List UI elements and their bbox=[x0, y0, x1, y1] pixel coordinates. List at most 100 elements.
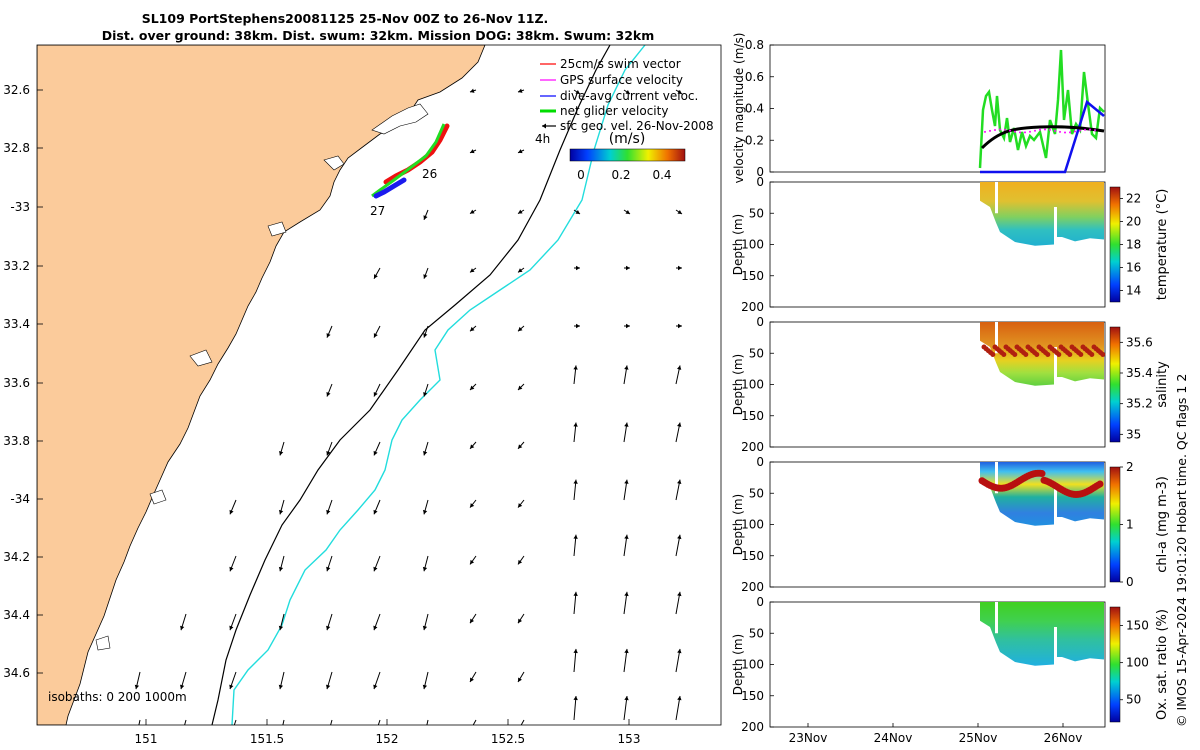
legend-entry-gps: GPS surface velocity bbox=[540, 73, 683, 87]
salinity-max-point bbox=[1012, 352, 1018, 357]
geo-velocity-arrow bbox=[675, 479, 682, 501]
legend-entry-swim: 25cm/s swim vector bbox=[540, 57, 681, 71]
geo-velocity-arrow bbox=[423, 209, 429, 221]
velocity-gps-point bbox=[1039, 128, 1041, 131]
geo-velocity-arrow bbox=[573, 591, 578, 615]
geo-velocity-arrow bbox=[517, 671, 525, 683]
salinity-max-point bbox=[1056, 352, 1062, 357]
geo-velocity-arrow bbox=[675, 534, 682, 557]
land-mass bbox=[37, 45, 486, 725]
geo-velocity-arrow bbox=[676, 323, 682, 329]
speed-colorbar-tick: 0.4 bbox=[652, 168, 671, 182]
velocity-gps-point bbox=[1029, 130, 1031, 133]
depth-tick-label: 100 bbox=[741, 238, 764, 252]
colorbar-salinity bbox=[1109, 326, 1121, 443]
velocity-gps-point bbox=[1024, 131, 1026, 134]
velocity-y-tick-label: 0.4 bbox=[745, 102, 764, 116]
map-y-tick-label: 33.4 bbox=[3, 317, 30, 331]
geo-velocity-arrow bbox=[373, 499, 381, 515]
geo-velocity-arrow bbox=[675, 591, 682, 615]
depth-tick-label: 100 bbox=[741, 658, 764, 672]
geo-velocity-arrow bbox=[623, 365, 629, 385]
geo-velocity-arrow bbox=[573, 695, 578, 721]
depth-tick-label: 0 bbox=[756, 315, 764, 329]
estuary bbox=[95, 635, 111, 651]
colorbar-label-chla: chl-a (mg m-3) bbox=[1155, 476, 1170, 573]
depth-tick-label: 200 bbox=[741, 440, 764, 454]
profile-gap bbox=[995, 322, 998, 354]
colorbar-tick-label: 1 bbox=[1126, 518, 1134, 532]
map-y-tick-label: -33 bbox=[10, 200, 30, 214]
geo-velocity-arrow bbox=[623, 648, 629, 673]
map-y-ticks: 32.6 32.8 -33 33.2 33.4 33.6 33.8 -34 34.2 34.4 34… bbox=[3, 83, 43, 680]
depth-axis-label: Depth (m) bbox=[731, 214, 745, 275]
map-x-tick-label: 153 bbox=[618, 732, 641, 746]
geo-velocity-arrow bbox=[469, 499, 477, 508]
svg-text:sfc geo. vel. 26-Nov-2008: sfc geo. vel. 26-Nov-2008 bbox=[560, 119, 714, 133]
geo-velocity-arrow bbox=[573, 422, 578, 443]
salinity-max-point bbox=[1023, 352, 1029, 357]
svg-text:dive-avg current veloc.: dive-avg current veloc. bbox=[560, 89, 698, 103]
velocity-gps-point bbox=[1014, 130, 1016, 133]
profile-panel-chla: 0 50 100 150 200 Depth (m) 0 1 2 chl-a (mg m-3) bbox=[731, 455, 1170, 594]
geo-velocity-arrow bbox=[469, 671, 477, 683]
geo-velocity-arrow bbox=[624, 323, 630, 329]
colorbar-label-temperature: temperature (°C) bbox=[1155, 189, 1170, 301]
salinity-max-point bbox=[1078, 352, 1084, 357]
geo-velocity-arrow bbox=[184, 719, 187, 725]
depth-tick-label: 200 bbox=[741, 300, 764, 314]
colorbar-label-salinity: salinity bbox=[1155, 361, 1170, 408]
colorbar-tick-label: 0 bbox=[1126, 575, 1134, 589]
profile-gap bbox=[995, 182, 998, 214]
velocity-gps-point bbox=[1044, 128, 1046, 131]
geo-velocity-arrow bbox=[574, 265, 580, 271]
credit-text: © IMOS 15-Apr-2024 19:01:20 Hobart time.… bbox=[1174, 374, 1189, 727]
geo-velocity-arrow bbox=[573, 209, 581, 215]
depth-tick-label: 150 bbox=[741, 409, 764, 423]
geo-velocity-arrow bbox=[573, 89, 581, 95]
geo-velocity-arrow bbox=[229, 499, 237, 515]
map-y-tick-label: 33.2 bbox=[3, 259, 30, 273]
geo-velocity-arrow bbox=[472, 719, 477, 725]
geo-velocity-arrow bbox=[326, 325, 333, 338]
colorbar-tick-label: 35.6 bbox=[1126, 335, 1153, 349]
geo-velocity-arrow bbox=[573, 648, 578, 673]
velocity-y-tick-label: 0.8 bbox=[745, 38, 764, 52]
geo-velocity-arrow bbox=[469, 209, 477, 215]
geo-velocity-arrow bbox=[573, 479, 578, 501]
profile-data-temperature bbox=[980, 182, 1104, 246]
velocity-gps-point bbox=[994, 128, 996, 131]
geo-velocity-arrow bbox=[422, 613, 429, 631]
geo-velocity-arrow bbox=[675, 648, 682, 673]
velocity-gps-point bbox=[1084, 128, 1086, 131]
geo-velocity-arrow bbox=[330, 719, 333, 725]
profile-panel-oxygen: 0 50 100 150 200 Depth (m) 50 100 150 Ox. sat. ra… bbox=[731, 595, 1170, 734]
chla-max-point bbox=[1096, 480, 1104, 488]
time-x-tick-label: 23Nov bbox=[789, 731, 828, 745]
geo-velocity-arrow bbox=[373, 267, 381, 279]
velocity-y-tick-label: 0.2 bbox=[745, 133, 764, 147]
depth-tick-label: 50 bbox=[749, 626, 764, 640]
profile-data-oxygen bbox=[980, 602, 1104, 666]
geo-velocity-arrow bbox=[676, 265, 682, 271]
geo-velocity-arrow bbox=[469, 555, 477, 565]
salinity-max-point bbox=[990, 352, 996, 357]
geo-velocity-arrow bbox=[469, 325, 477, 332]
geo-velocity-arrow bbox=[520, 719, 525, 725]
map-y-tick-label: 34.4 bbox=[3, 608, 30, 622]
profile-data-salinity bbox=[980, 322, 1104, 386]
geo-velocity-arrow bbox=[469, 88, 477, 93]
depth-tick-label: 0 bbox=[756, 175, 764, 189]
geo-velocity-arrow bbox=[278, 613, 285, 631]
geo-velocity-arrow bbox=[373, 441, 381, 456]
map-y-tick-label: 34.6 bbox=[3, 666, 30, 680]
geo-velocity-arrow bbox=[469, 441, 477, 450]
colorbar-tick-label: 22 bbox=[1126, 192, 1141, 206]
geo-velocity-arrow bbox=[623, 209, 631, 215]
geo-velocity-arrow bbox=[233, 719, 237, 725]
velocity-y-ticks: 0 0.2 0.4 0.6 0.8 bbox=[745, 38, 774, 179]
velocity-gps-point bbox=[1009, 129, 1011, 132]
depth-axis-label: Depth (m) bbox=[731, 494, 745, 555]
geo-velocity-arrow bbox=[229, 671, 237, 690]
depth-tick-label: 0 bbox=[756, 455, 764, 469]
